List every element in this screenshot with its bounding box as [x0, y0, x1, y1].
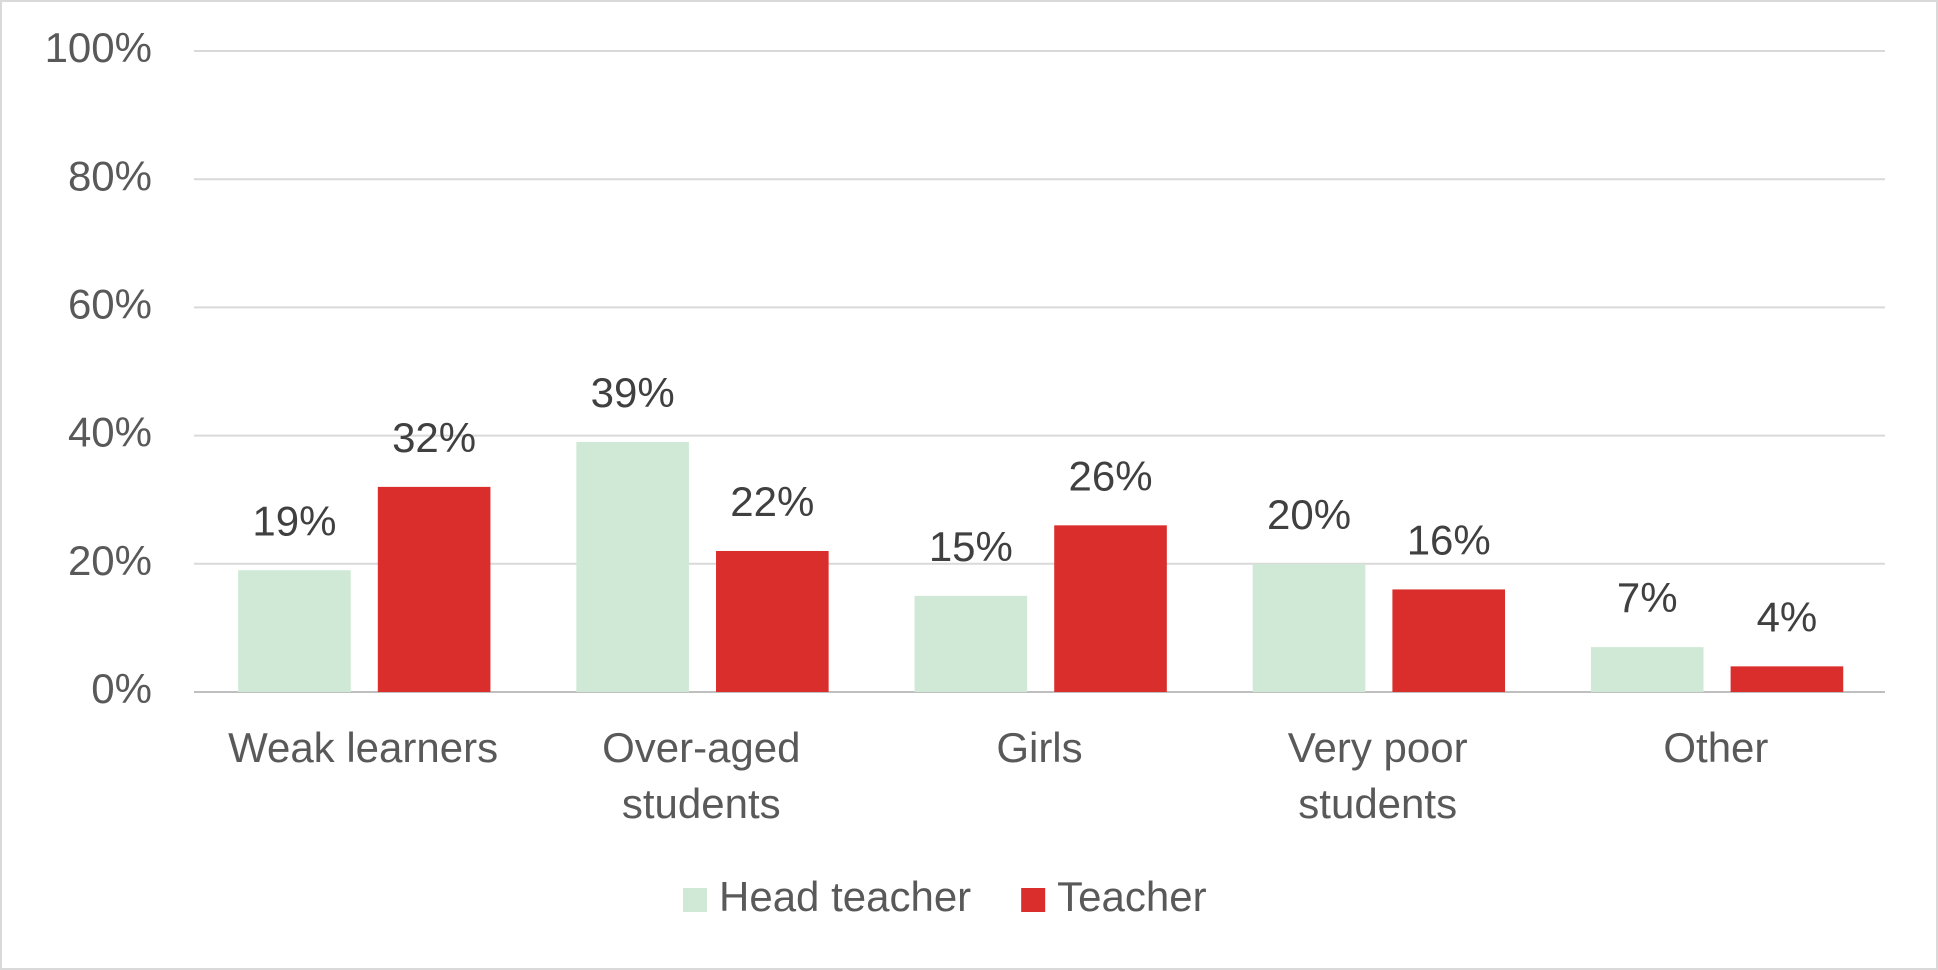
- x-tick-label: Other: [1663, 724, 1769, 771]
- bar: [1730, 666, 1844, 692]
- x-tick-label-box: Over-aged students: [602, 724, 801, 827]
- legend-swatch: [683, 888, 707, 912]
- x-tick-label: Very poor students: [1287, 724, 1468, 827]
- bar: [1054, 525, 1167, 692]
- x-tick-label: Weak learners: [228, 724, 499, 771]
- value-label: 39%: [591, 369, 675, 416]
- value-label: 7%: [1617, 574, 1678, 621]
- bar: [1590, 647, 1704, 692]
- y-tick-label: 60%: [68, 280, 152, 327]
- bar: [1392, 589, 1506, 692]
- bar: [576, 442, 689, 692]
- bar: [914, 595, 1028, 692]
- y-tick-label: 20%: [68, 537, 152, 584]
- legend-label: Teacher: [1057, 873, 1206, 920]
- bar: [1252, 563, 1366, 692]
- x-tick-label: Over-aged students: [602, 724, 801, 827]
- y-tick-label: 0%: [91, 665, 152, 712]
- x-tick-label-box: Girls: [996, 724, 1083, 771]
- bar: [716, 550, 829, 692]
- x-tick-label-box: Other: [1663, 724, 1769, 771]
- value-label: 26%: [1068, 452, 1152, 499]
- x-tick-label-box: Weak learners: [228, 724, 499, 771]
- value-label: 22%: [730, 478, 814, 525]
- value-label: 4%: [1757, 593, 1818, 640]
- y-tick-label: 80%: [68, 152, 152, 199]
- value-label: 15%: [929, 523, 1013, 570]
- bar: [377, 486, 491, 692]
- value-label: 20%: [1267, 491, 1351, 538]
- y-tick-label: 100%: [45, 24, 152, 71]
- legend-swatch: [1021, 888, 1046, 912]
- bar: [238, 570, 351, 692]
- y-tick-label: 40%: [68, 409, 152, 456]
- x-tick-label: Girls: [996, 724, 1083, 771]
- value-label: 32%: [392, 414, 476, 461]
- value-label: 16%: [1407, 517, 1491, 564]
- value-label: 19%: [252, 497, 336, 544]
- x-tick-label-box: Very poor students: [1287, 724, 1468, 827]
- legend-label: Head teacher: [719, 873, 971, 920]
